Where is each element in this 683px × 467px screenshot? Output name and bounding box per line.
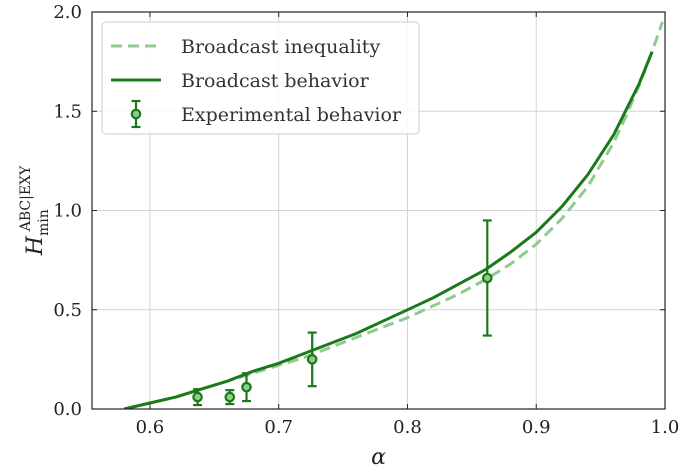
y-axis-label: HminABC|EXY <box>18 165 52 256</box>
data-point <box>241 381 252 393</box>
x-tick-label: 0.9 <box>522 417 551 438</box>
ticks: 0.6 0.7 0.8 0.9 1.0 0.0 0.5 1.0 1.5 2.0 <box>53 2 679 438</box>
data-point <box>306 354 318 365</box>
legend-label-broadcast-inequality: Broadcast inequality <box>181 36 380 58</box>
y-axis-label-sub: min <box>36 209 52 236</box>
y-axis-label-base: H <box>23 235 48 256</box>
y-tick-label: 1.5 <box>53 101 82 122</box>
data-point <box>192 391 203 403</box>
legend-label-broadcast-behavior: Broadcast behavior <box>181 70 370 92</box>
y-axis-label-sup: ABC|EXY <box>18 165 34 232</box>
series-line-broadcast-behavior <box>123 51 654 409</box>
x-tick-label: 0.8 <box>393 417 422 438</box>
x-tick-label: 0.6 <box>136 417 165 438</box>
legend: Broadcast inequality Broadcast behavior Ex… <box>101 21 420 135</box>
legend-marker <box>130 108 142 120</box>
y-tick-label: 0.0 <box>53 399 82 420</box>
legend-box <box>101 21 420 135</box>
data-point <box>224 391 236 403</box>
x-tick-label: 1.0 <box>651 417 680 438</box>
y-tick-label: 2.0 <box>53 2 82 23</box>
x-tick-label: 0.7 <box>264 417 293 438</box>
y-tick-label: 1.0 <box>53 201 82 222</box>
legend-label-experimental-behavior: Experimental behavior <box>181 104 402 126</box>
x-axis-label: α <box>371 445 386 467</box>
y-tick-label: 0.5 <box>53 300 82 321</box>
data-point <box>482 272 493 284</box>
series-layer <box>123 21 664 409</box>
